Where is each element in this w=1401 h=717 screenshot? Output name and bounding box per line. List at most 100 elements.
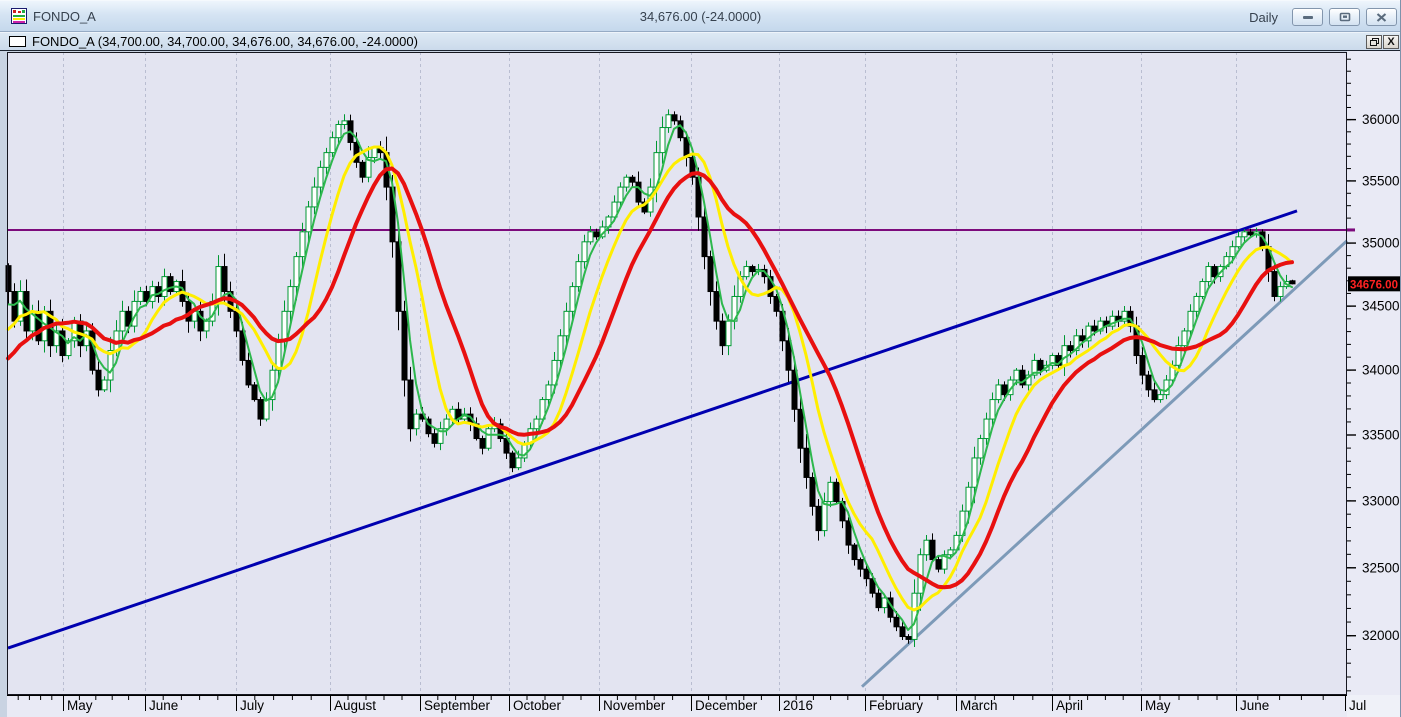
minimize-button[interactable] (1292, 8, 1323, 26)
window-titlebar[interactable]: FONDO_A 34,676.00 (-24.0000) Daily (0, 0, 1400, 32)
candle (437, 428, 444, 444)
candle (1121, 310, 1128, 322)
x-month-label: December (695, 698, 758, 713)
y-tick-label: 35500 (1362, 173, 1400, 188)
candle (1085, 325, 1092, 342)
pane-restore-button[interactable] (1366, 35, 1382, 49)
x-month-label: June (1240, 698, 1269, 713)
candle (719, 320, 726, 347)
candle (1175, 345, 1182, 366)
candle (971, 457, 978, 488)
candle (725, 320, 732, 347)
candle (203, 320, 210, 332)
candle (401, 310, 408, 381)
price-tag-box (1348, 276, 1400, 292)
candle (635, 181, 642, 203)
candle (575, 261, 582, 288)
candle (233, 310, 240, 332)
candle (545, 384, 552, 401)
candle (551, 359, 558, 386)
candle (197, 310, 204, 332)
candle (119, 310, 126, 332)
candle (305, 206, 312, 233)
candle (65, 340, 72, 357)
candle (1019, 369, 1026, 386)
candle (863, 568, 870, 580)
candle (587, 231, 594, 243)
candle (281, 310, 288, 342)
candle (1181, 330, 1188, 347)
candle (53, 330, 60, 347)
series-legend: FONDO_A (34,700.00, 34,700.00, 34,676.00… (32, 34, 418, 49)
candle (485, 428, 492, 449)
candle (311, 186, 318, 208)
trendline-primary[interactable] (7, 209, 1298, 650)
y-tick-label: 33000 (1362, 493, 1400, 508)
price-tag[interactable]: 34676.00 (1348, 276, 1400, 292)
candle (245, 359, 252, 386)
candle (611, 201, 618, 218)
trendline-secondary[interactable] (860, 239, 1349, 688)
candle (659, 127, 666, 154)
candle (533, 418, 540, 430)
price-chart[interactable]: 36000 35500 35000 34500 34000 33500 33000 32500… (0, 51, 1401, 717)
candle (827, 481, 834, 503)
candle (95, 369, 102, 391)
candle (161, 276, 168, 297)
candle (257, 399, 264, 420)
candle (983, 418, 990, 440)
x-month-label: October (513, 698, 562, 713)
pane-close-button[interactable]: X (1383, 35, 1399, 49)
month-gridlines (63, 52, 1237, 695)
candle (239, 330, 246, 361)
candle (137, 291, 144, 302)
y-axis-strip[interactable] (1347, 51, 1401, 695)
candle (977, 438, 984, 459)
x-month-label: April (1056, 698, 1083, 713)
window-title: FONDO_A (33, 8, 96, 24)
candle (101, 379, 108, 391)
candle (479, 438, 486, 449)
candle (167, 276, 174, 293)
candle (395, 241, 402, 312)
close-button[interactable] (1366, 8, 1397, 26)
candle (1109, 315, 1116, 327)
candle (1139, 355, 1146, 376)
x-axis[interactable]: May June July August September October Novembe… (7, 695, 1366, 713)
candle (593, 231, 600, 238)
y-axis[interactable]: 36000 35500 35000 34500 34000 33500 33000 32500… (1347, 58, 1400, 692)
candle (833, 481, 840, 503)
candle (1277, 286, 1284, 297)
x-month-label: September (424, 698, 491, 713)
candle (1013, 369, 1020, 381)
candle (803, 447, 810, 478)
candle (1157, 394, 1164, 401)
candle (845, 520, 852, 546)
candle (35, 310, 42, 342)
candle (287, 286, 294, 312)
resistance-axis-mark (1347, 228, 1355, 232)
candle (1247, 231, 1254, 236)
x-month-label: February (869, 698, 923, 713)
candle (509, 452, 516, 469)
candle (689, 157, 696, 178)
candle (1031, 359, 1038, 376)
candle (569, 286, 576, 312)
candle (1235, 236, 1242, 248)
candle (263, 399, 270, 420)
candle (59, 330, 66, 357)
ma-medium-line (6, 145, 1294, 612)
candlesticks (5, 114, 1296, 640)
candle (995, 384, 1002, 401)
plot-area[interactable] (7, 52, 1347, 695)
x-axis-strip[interactable] (7, 695, 1347, 717)
candle (107, 350, 114, 381)
pane-caption[interactable]: FONDO_A (34,700.00, 34,700.00, 34,676.00… (0, 32, 1400, 51)
candle (1091, 325, 1098, 332)
candle (791, 369, 798, 410)
candle (221, 266, 228, 293)
candle (989, 399, 996, 420)
restore-button[interactable] (1329, 8, 1360, 26)
candle (563, 310, 570, 337)
candle (935, 559, 942, 570)
